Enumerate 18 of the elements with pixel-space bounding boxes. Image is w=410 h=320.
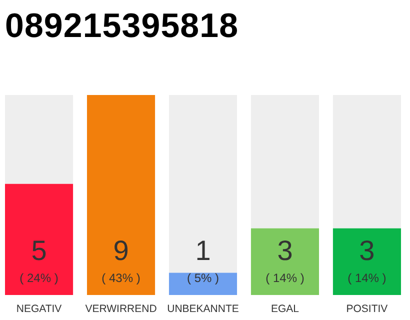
- x-tick-label: NEGATIV: [16, 303, 62, 315]
- annotation: ( 5% ): [186, 271, 220, 285]
- data-label: 5: [31, 235, 47, 266]
- annotation: ( 14% ): [266, 271, 304, 285]
- annotation: ( 43% ): [102, 271, 140, 285]
- bar: [86, 95, 156, 295]
- annotation: ( 24% ): [20, 271, 58, 285]
- x-tick-label: VERWIRREND: [85, 303, 158, 315]
- bar: [168, 272, 238, 295]
- data-label: 1: [195, 235, 211, 266]
- data-label: 3: [359, 235, 375, 266]
- chart-title: 089215395818: [5, 7, 238, 45]
- x-tick-label: EGAL: [270, 303, 300, 315]
- x-tick-label: POSITIV: [346, 303, 388, 315]
- data-label: 3: [277, 235, 293, 266]
- annotation: ( 14% ): [348, 271, 386, 285]
- x-tick-label: UNBEKANNTE: [167, 303, 239, 315]
- data-label: 9: [113, 235, 129, 266]
